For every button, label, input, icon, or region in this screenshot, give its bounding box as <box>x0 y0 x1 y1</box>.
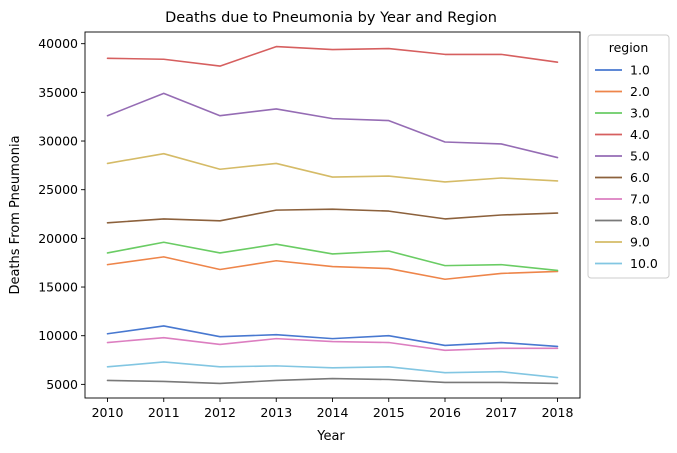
legend-label: 10.0 <box>630 256 658 271</box>
legend-label: 5.0 <box>630 149 650 164</box>
x-axis-label: Year <box>316 429 345 444</box>
y-tick-label: 10000 <box>38 328 78 343</box>
x-tick-label: 2015 <box>373 405 405 420</box>
y-tick-label: 35000 <box>38 85 78 100</box>
series-line-2-0 <box>106 256 559 281</box>
series-line-10-0 <box>106 361 559 379</box>
legend-box <box>587 34 670 279</box>
x-tick-label: 2013 <box>260 405 292 420</box>
chart-title: Deaths due to Pneumonia by Year and Regi… <box>165 10 497 26</box>
series-line-5-0 <box>106 92 559 159</box>
x-tick-label: 2014 <box>317 405 349 420</box>
series-line-4-0 <box>106 45 559 67</box>
plot-area <box>106 45 559 385</box>
legend-label: 7.0 <box>630 192 650 207</box>
series-line-6-0 <box>106 208 559 224</box>
x-tick-label: 2011 <box>148 405 180 420</box>
x-tick-label: 2012 <box>204 405 236 420</box>
y-tick-label: 20000 <box>38 231 78 246</box>
y-tick-label: 25000 <box>38 182 78 197</box>
series-line-9-0 <box>106 152 559 183</box>
y-tick-label: 5000 <box>46 377 78 392</box>
y-tick-label: 30000 <box>38 134 78 149</box>
legend-label: 2.0 <box>630 84 650 99</box>
legend-title: region <box>609 40 649 55</box>
x-tick-label: 2010 <box>92 405 124 420</box>
y-tick-label: 15000 <box>38 280 78 295</box>
x-tick-label: 2016 <box>429 405 461 420</box>
series-line-1-0 <box>106 325 559 348</box>
y-axis-label: Deaths From Pneumonia <box>8 135 23 294</box>
legend-label: 8.0 <box>630 213 650 228</box>
legend-label: 4.0 <box>630 127 650 142</box>
legend: region 1.0 2.0 3.0 4.0 5.0 6.0 7.0 8.0 9.0 10.0 <box>587 34 670 279</box>
series-line-3-0 <box>106 241 559 272</box>
legend-label: 3.0 <box>630 106 650 121</box>
series-line-8-0 <box>106 377 559 385</box>
x-tick-label: 2018 <box>542 405 574 420</box>
y-tick-label: 40000 <box>38 36 78 51</box>
legend-label: 6.0 <box>630 170 650 185</box>
legend-label: 9.0 <box>630 235 650 250</box>
axes: 2010 2011 2012 2013 2014 2015 2016 2017 2018 5000… <box>38 31 581 420</box>
legend-label: 1.0 <box>630 63 650 78</box>
x-tick-label: 2017 <box>485 405 517 420</box>
series-line-7-0 <box>106 336 559 352</box>
